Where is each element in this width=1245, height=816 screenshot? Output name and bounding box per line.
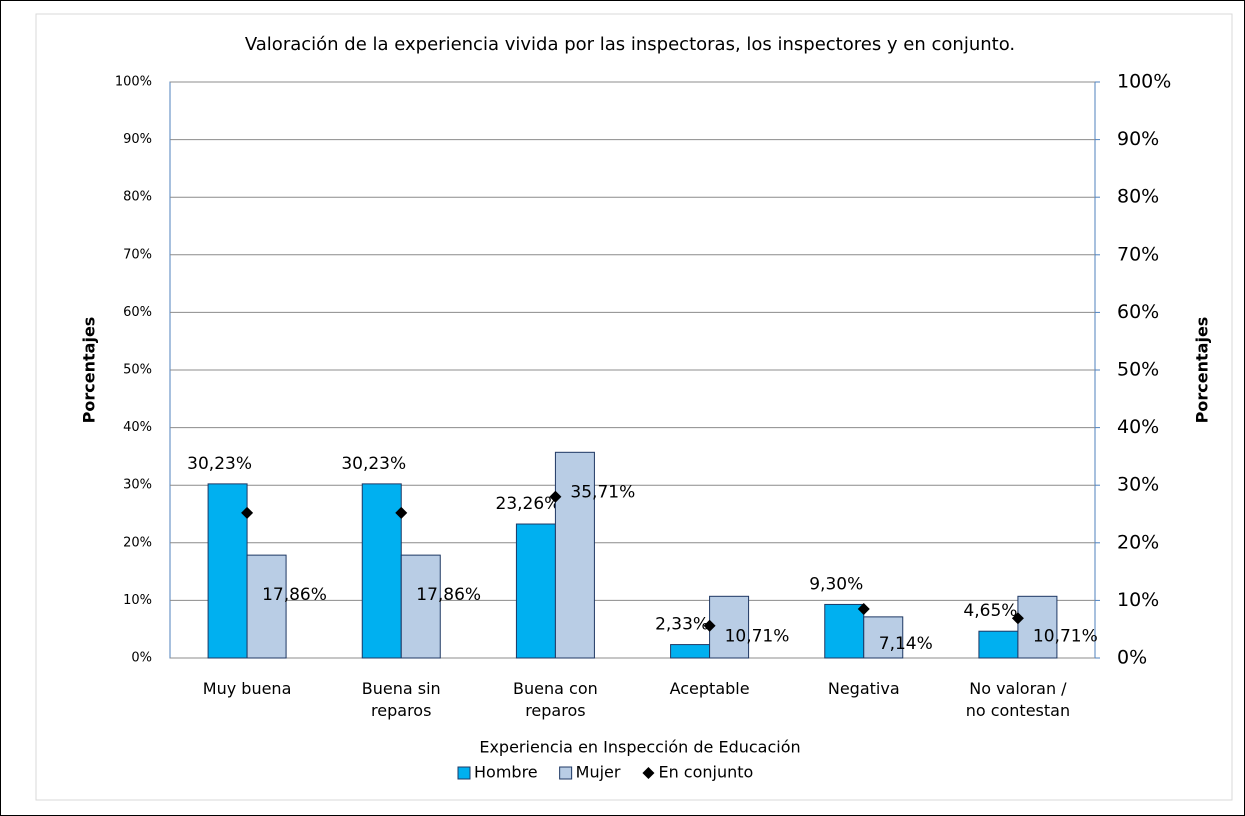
bar [863, 616, 904, 659]
y2-tick-label: 20% [1117, 531, 1159, 553]
data-label: 17,86% [262, 585, 327, 605]
bar [361, 483, 402, 659]
y-axis-title: Porcentajes [80, 317, 99, 424]
y2-tick-label: 10% [1117, 589, 1159, 611]
y2-tick-label: 70% [1117, 243, 1159, 265]
y-tick-label: 90% [123, 132, 152, 147]
bar [400, 554, 441, 659]
y-tick-label: 40% [123, 420, 152, 435]
legend-label: En conjunto [658, 763, 753, 782]
y2-tick-label: 100% [1117, 71, 1171, 93]
y-tick-label: 100% [115, 75, 152, 90]
x-axis-title: Experiencia en Inspección de Educación [479, 738, 800, 757]
x-tick-label: Buena con reparos [513, 679, 598, 720]
y2-tick-label: 50% [1117, 359, 1159, 381]
diamond-marker [241, 506, 254, 519]
diamond-marker [395, 506, 408, 519]
data-label: 17,86% [416, 585, 481, 605]
y-tick-label: 70% [123, 247, 152, 262]
x-tick-label: Muy buena [202, 679, 292, 698]
data-label: 2,33% [655, 615, 709, 635]
y2-tick-label: 40% [1117, 416, 1159, 438]
diamond-marker [857, 603, 870, 616]
bar [246, 554, 287, 659]
y2-tick-label: 90% [1117, 128, 1159, 150]
data-label: 4,65% [963, 601, 1017, 621]
data-label: 9,30% [809, 574, 863, 594]
bar [824, 603, 865, 659]
diamond-marker [549, 490, 562, 503]
x-tick-label: Aceptable [669, 679, 750, 698]
diamond-marker [703, 619, 716, 632]
y2-tick-label: 80% [1117, 186, 1159, 208]
bar [515, 523, 556, 659]
y2-tick-label: 30% [1117, 474, 1159, 496]
bar [1017, 595, 1058, 659]
y-tick-label: 0% [131, 651, 152, 666]
y-tick-label: 30% [123, 478, 152, 493]
chart-title: Valoración de la experiencia vivida por … [245, 34, 1015, 55]
data-label: 10,71% [1033, 626, 1098, 646]
bar [978, 630, 1019, 659]
data-label: 23,26% [496, 494, 561, 514]
legend-swatch [559, 766, 573, 780]
diamond-marker [1011, 612, 1024, 625]
legend-label: Mujer [576, 763, 621, 782]
y-tick-label: 50% [123, 363, 152, 378]
y-tick-label: 10% [123, 593, 152, 608]
x-tick-label: No valoran / no contestan [965, 679, 1071, 720]
legend-label: Hombre [474, 763, 538, 782]
y-tick-label: 60% [123, 305, 152, 320]
y2-tick-label: 60% [1117, 301, 1159, 323]
data-label: 35,71% [570, 482, 635, 502]
y2-tick-label: 0% [1117, 647, 1147, 669]
bar [207, 483, 248, 659]
legend-swatch [642, 767, 655, 779]
x-tick-label: Negativa [827, 679, 900, 698]
bar [554, 451, 595, 659]
x-tick-label: Buena sin reparos [361, 679, 441, 720]
data-label: 30,23% [341, 454, 406, 474]
legend-swatch [457, 766, 471, 780]
bar [709, 595, 750, 659]
y2-axis-title: Porcentajes [1193, 317, 1212, 424]
y-tick-label: 80% [123, 190, 152, 205]
data-label: 7,14% [879, 634, 933, 654]
data-label: 10,71% [725, 626, 790, 646]
y-tick-label: 20% [123, 535, 152, 550]
bar [670, 644, 711, 659]
data-label: 30,23% [187, 454, 252, 474]
